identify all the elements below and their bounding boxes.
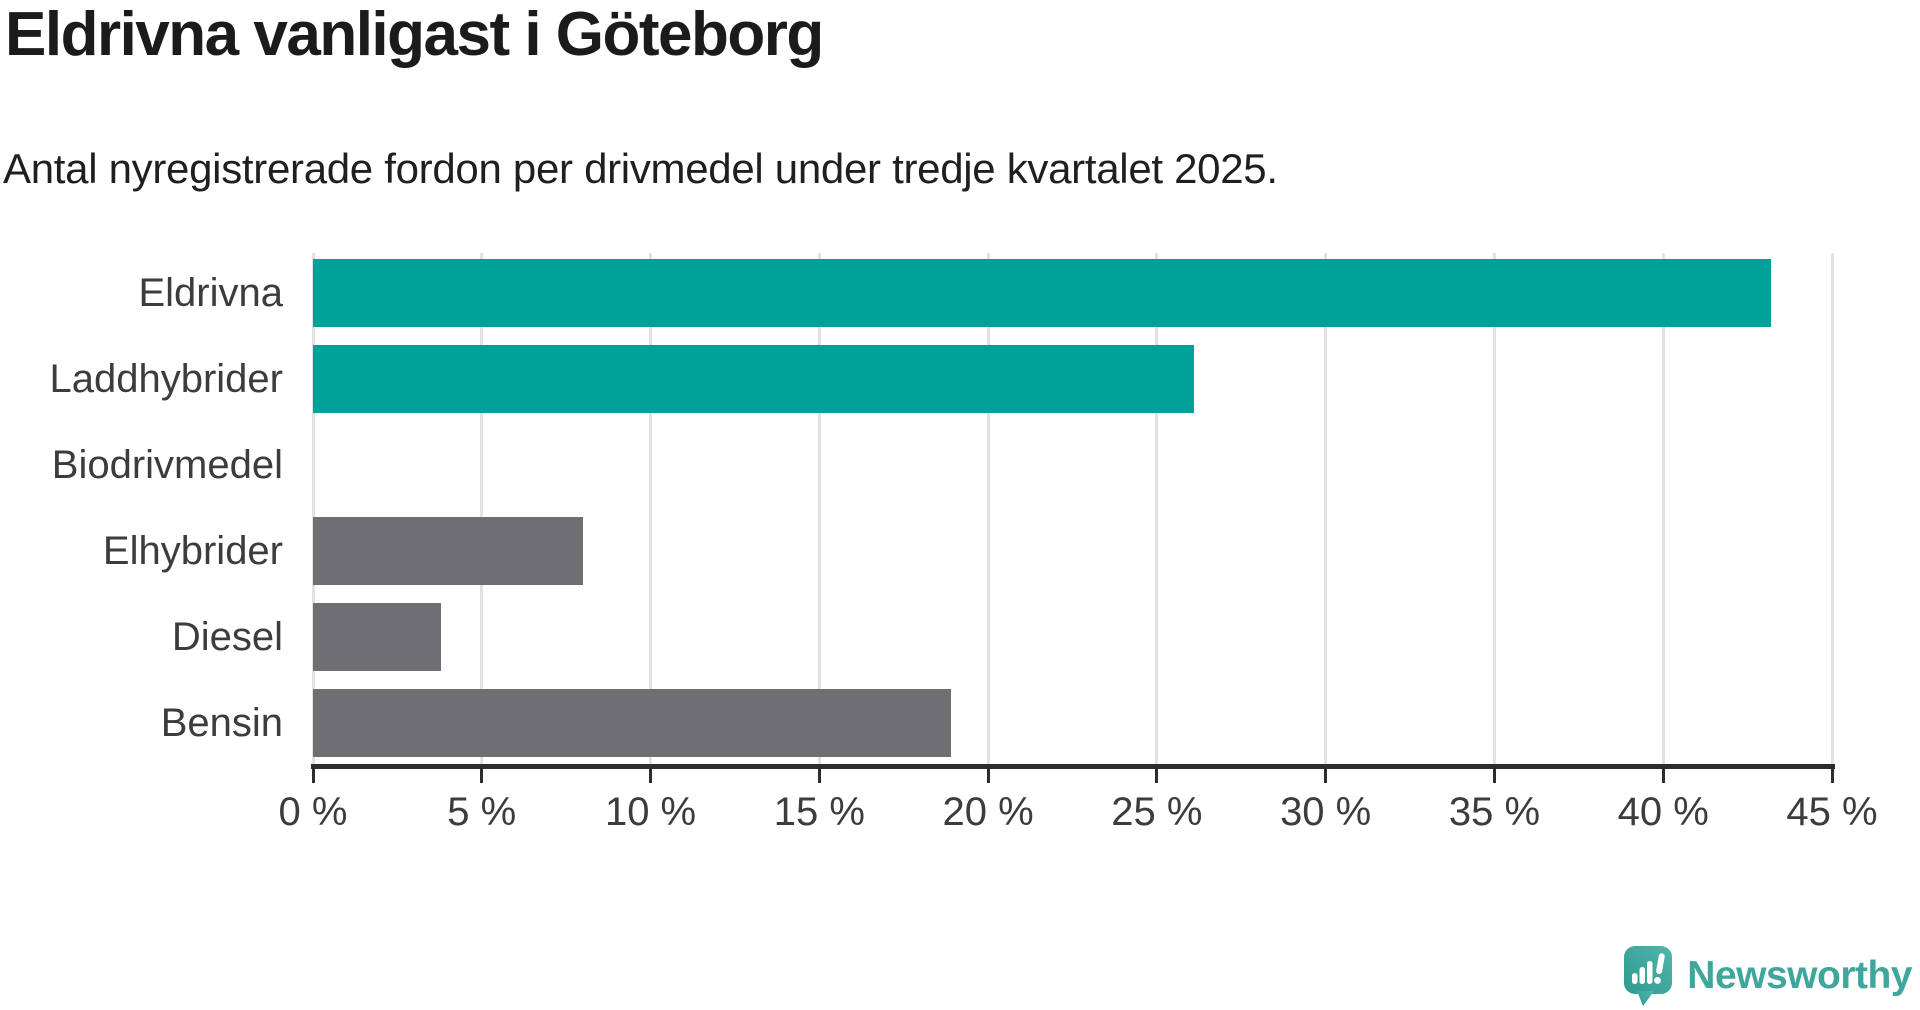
newsworthy-wordmark: Newsworthy: [1687, 954, 1912, 997]
bar-elhybrider: [313, 517, 584, 585]
gridline-15: [817, 253, 821, 764]
x-tick-label-35: 35 %: [1448, 790, 1541, 834]
gridline-40: [1661, 253, 1665, 764]
x-tick-40: [1661, 769, 1665, 783]
chart-subtitle: Antal nyregistrerade fordon per drivmede…: [3, 145, 1278, 192]
x-tick-10: [649, 769, 653, 783]
bar-eldrivna: [313, 259, 1772, 327]
x-tick-label-20: 20 %: [942, 790, 1034, 834]
category-label-biodrivmedel: Biodrivmedel: [51, 443, 283, 487]
x-tick-5: [480, 769, 484, 783]
bar-bensin: [313, 689, 951, 757]
category-label-diesel: Diesel: [171, 615, 283, 659]
bar-diesel: [313, 603, 442, 671]
x-tick-45: [1830, 769, 1834, 783]
x-tick-30: [1324, 769, 1328, 783]
x-tick-label-45: 45 %: [1786, 790, 1878, 834]
x-tick-label-5: 5 %: [447, 790, 517, 834]
category-label-laddhybrider: Laddhybrider: [49, 357, 284, 401]
x-tick-label-0: 0 %: [278, 790, 348, 834]
category-label-bensin: Bensin: [160, 701, 283, 745]
x-tick-0: [311, 769, 315, 783]
x-tick-15: [817, 769, 821, 783]
gridline-35: [1492, 253, 1496, 764]
bar-laddhybrider: [313, 345, 1195, 413]
x-tick-label-25: 25 %: [1111, 790, 1203, 834]
gridline-0: [311, 253, 315, 764]
gridline-30: [1324, 253, 1328, 764]
gridline-5: [480, 253, 484, 764]
newsworthy-logo: Newsworthy: [1623, 944, 1912, 1008]
x-tick-label-15: 15 %: [773, 790, 865, 834]
x-tick-20: [986, 769, 990, 783]
gridline-20: [986, 253, 990, 764]
x-tick-25: [1155, 769, 1159, 783]
x-tick-label-40: 40 %: [1617, 790, 1709, 834]
plot-area: [311, 253, 1834, 764]
x-tick-35: [1492, 769, 1496, 783]
gridline-45: [1830, 253, 1834, 764]
newsworthy-bar-chart-bubble-icon: [1624, 946, 1673, 1006]
category-label-elhybrider: Elhybrider: [102, 529, 283, 573]
gridline-25: [1155, 253, 1159, 764]
gridline-10: [649, 253, 653, 764]
category-label-eldrivna: Eldrivna: [138, 271, 283, 315]
chart-title: Eldrivna vanligast i Göteborg: [5, 0, 824, 69]
x-tick-label-10: 10 %: [604, 790, 697, 834]
x-tick-label-30: 30 %: [1280, 790, 1372, 834]
x-axis-line: [311, 764, 1835, 769]
